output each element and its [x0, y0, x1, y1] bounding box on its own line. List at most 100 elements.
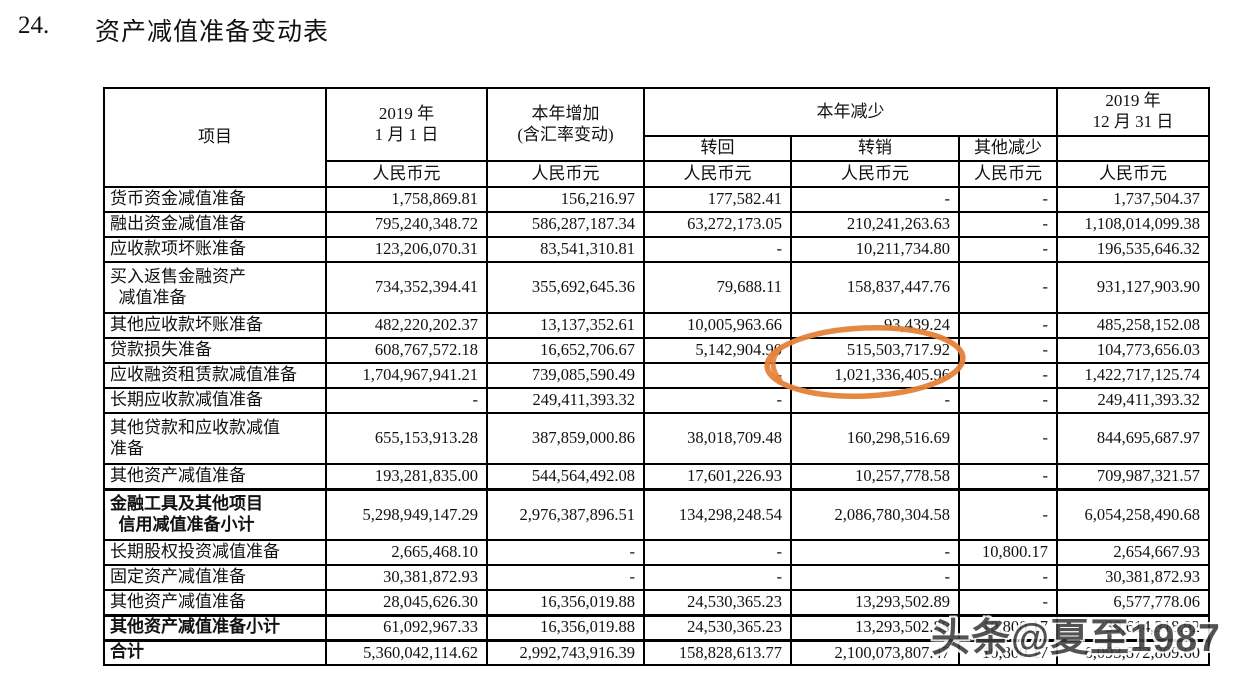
impairment-provision-table: 项目 2019 年 1 月 1 日 本年增加 (含汇率变动) 本年减少 2019… — [103, 87, 1211, 666]
cell-value: 1,422,717,125.74 — [1056, 362, 1211, 389]
cell-value: 193,281,835.00 — [325, 463, 488, 490]
unit-label: 人民币元 — [486, 160, 645, 188]
col-header-decrease-group: 本年减少 — [642, 87, 1059, 137]
col-header-writeoff: 转销 — [790, 135, 960, 162]
col-header-increase: 本年增加 (含汇率变动) — [486, 87, 645, 162]
row-label: 货币资金减值准备 — [103, 186, 327, 213]
unit-label: 人民币元 — [643, 160, 792, 188]
cell-value: - — [643, 236, 792, 263]
header-row-unit: 人民币元 人民币元 人民币元 人民币元 人民币元 人民币元 — [104, 160, 1211, 188]
cell-value: 28,045,626.30 — [325, 589, 488, 616]
cell-value: 10,800.17 — [957, 613, 1059, 641]
cell-value: - — [643, 387, 792, 414]
cell-value: 30,381,872.93 — [1056, 564, 1211, 591]
cell-value: - — [957, 362, 1059, 389]
cell-value: 355,692,645.36 — [486, 261, 645, 314]
col-header-reversal: 转回 — [643, 135, 792, 162]
col-header-dec31-spacer — [1056, 135, 1211, 162]
cell-value: 104,773,656.03 — [1056, 337, 1211, 364]
cell-value: 10,800.17 — [957, 539, 1059, 566]
cell-value: - — [643, 362, 792, 389]
cell-value: 1,021,336,405.96 — [790, 362, 960, 389]
table-header: 项目 2019 年 1 月 1 日 本年增加 (含汇率变动) 本年减少 2019… — [103, 87, 1211, 188]
cell-value: 734,352,394.41 — [325, 261, 488, 314]
cell-value: 39,614,318.92 — [1056, 613, 1211, 641]
col-header-other-decrease: 其他减少 — [957, 135, 1059, 162]
unit-label: 人民币元 — [325, 160, 488, 188]
cell-value: 249,411,393.32 — [486, 387, 645, 414]
cell-value: 5,142,904.90 — [643, 337, 792, 364]
cell-value: - — [957, 211, 1059, 238]
cell-value: - — [790, 387, 960, 414]
cell-value: 17,601,226.93 — [643, 463, 792, 490]
unit-label: 人民币元 — [957, 160, 1059, 188]
row-label: 金融工具及其他项目 信用减值准备小计 — [103, 487, 327, 541]
cell-value: - — [957, 337, 1059, 364]
cell-value: 544,564,492.08 — [486, 463, 645, 490]
row-label: 应收款项坏账准备 — [103, 236, 327, 263]
table-row: 其他资产减值准备小计 61,092,967.33 16,356,019.88 24,5… — [103, 613, 1211, 641]
cell-value: 24,530,365.23 — [643, 589, 792, 616]
cell-value: 2,976,387,896.51 — [486, 487, 645, 541]
row-label: 其他资产减值准备 — [103, 589, 327, 616]
col-header-dec31: 2019 年 12 月 31 日 — [1056, 87, 1211, 137]
cell-value: 249,411,393.32 — [1056, 387, 1211, 414]
cell-value: 6,054,258,490.68 — [1056, 487, 1211, 541]
cell-value: 5,360,042,114.62 — [325, 638, 488, 666]
cell-value: - — [790, 564, 960, 591]
cell-value: 1,108,014,099.38 — [1056, 211, 1211, 238]
table-row: 其他资产减值准备 193,281,835.00 544,564,492.08 17,6… — [103, 463, 1211, 490]
table-row: 应收融资租赁款减值准备 1,704,967,941.21 739,085,590.4… — [103, 362, 1211, 389]
cell-value: 608,767,572.18 — [325, 337, 488, 364]
cell-value: 123,206,070.31 — [325, 236, 488, 263]
row-label: 合计 — [103, 638, 327, 666]
page-title: 资产减值准备变动表 — [95, 19, 330, 46]
table-row: 金融工具及其他项目 信用减值准备小计 5,298,949,147.29 2,976,… — [103, 487, 1211, 541]
cell-value: 158,837,447.76 — [790, 261, 960, 314]
cell-value: 83,541,310.81 — [486, 236, 645, 263]
row-label: 买入返售金融资产 减值准备 — [103, 261, 327, 314]
cell-value: 158,828,613.77 — [643, 638, 792, 666]
row-label: 贷款损失准备 — [103, 337, 327, 364]
table-row: 长期应收款减值准备 -249,411,393.32- - -249,411,393.3… — [103, 387, 1211, 414]
cell-value: 134,298,248.54 — [643, 487, 792, 541]
table-row: 买入返售金融资产 减值准备 734,352,394.41 355,692,645.3… — [103, 261, 1211, 314]
cell-value: 13,293,502.89 — [790, 613, 960, 641]
cell-value: 16,356,019.88 — [486, 613, 645, 641]
cell-value: 63,272,173.05 — [643, 211, 792, 238]
table-row: 应收款项坏账准备 123,206,070.31 83,541,310.81-10,2… — [103, 236, 1211, 263]
cell-value: 16,652,706.67 — [486, 337, 645, 364]
cell-value: - — [957, 236, 1059, 263]
col-header-jan1: 2019 年 1 月 1 日 — [325, 87, 488, 162]
cell-value: - — [957, 564, 1059, 591]
cell-value: 5,298,949,147.29 — [325, 487, 488, 541]
cell-value: 10,005,963.66 — [643, 312, 792, 339]
cell-value: 10,800.17 — [957, 638, 1059, 666]
cell-value: - — [957, 261, 1059, 314]
cell-value: - — [957, 186, 1059, 213]
cell-value: 931,127,903.90 — [1056, 261, 1211, 314]
unit-label: 人民币元 — [790, 160, 960, 188]
cell-value: 739,085,590.49 — [486, 362, 645, 389]
cell-value: 177,582.41 — [643, 186, 792, 213]
cell-value: 2,100,073,807.47 — [790, 638, 960, 666]
cell-value: 6,093,872,809.60 — [1056, 638, 1211, 666]
cell-value: 655,153,913.28 — [325, 412, 488, 465]
cell-value: 2,665,468.10 — [325, 539, 488, 566]
cell-value: - — [957, 312, 1059, 339]
cell-value: 16,356,019.88 — [486, 589, 645, 616]
cell-value: 485,258,152.08 — [1056, 312, 1211, 339]
cell-value: 38,018,709.48 — [643, 412, 792, 465]
cell-value: 24,530,365.23 — [643, 613, 792, 641]
cell-value: 2,086,780,304.58 — [790, 487, 960, 541]
cell-value: 586,287,187.34 — [486, 211, 645, 238]
row-label: 长期应收款减值准备 — [103, 387, 327, 414]
row-label: 其他资产减值准备小计 — [103, 613, 327, 641]
cell-value: - — [957, 387, 1059, 414]
row-label: 其他应收款坏账准备 — [103, 312, 327, 339]
table-row: 长期股权投资减值准备 2,665,468.10- - -10,800.17 2,654,… — [103, 539, 1211, 566]
row-label: 固定资产减值准备 — [103, 564, 327, 591]
row-label: 其他资产减值准备 — [103, 463, 327, 490]
row-label: 长期股权投资减值准备 — [103, 539, 327, 566]
